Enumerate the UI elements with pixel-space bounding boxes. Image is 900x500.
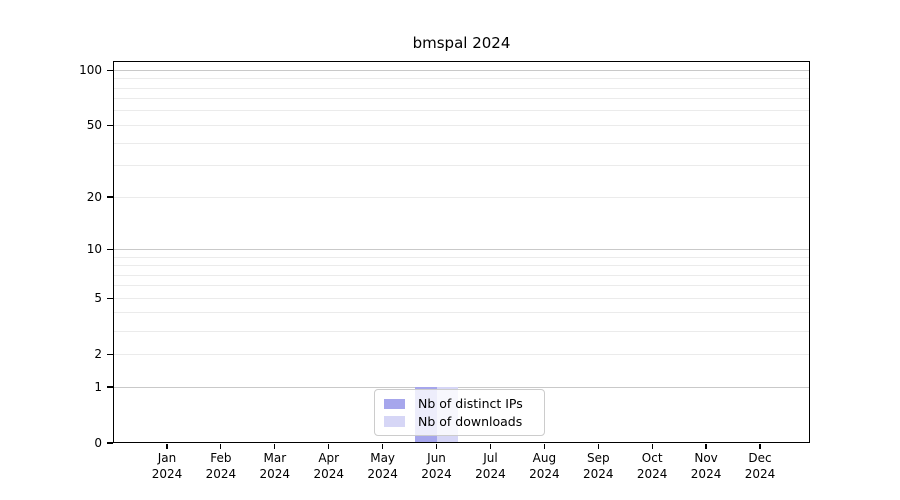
y-gridline [113, 87, 810, 89]
x-tick-label: Jul 2024 [475, 451, 506, 481]
x-tick-mark [220, 443, 222, 449]
x-tick-mark [328, 443, 330, 449]
y-gridline [113, 330, 810, 332]
legend: Nb of distinct IPs Nb of downloads [374, 389, 545, 436]
x-tick-mark [166, 443, 168, 449]
y-gridline [113, 142, 810, 144]
y-tick-label: 1 [94, 380, 102, 394]
legend-item-downloads: Nb of downloads [384, 413, 535, 431]
legend-item-distinct-ips: Nb of distinct IPs [384, 395, 535, 413]
y-tick-label: 100 [79, 63, 102, 78]
x-tick-label: Aug 2024 [529, 451, 560, 481]
x-tick-mark [759, 443, 761, 449]
x-tick-mark [543, 443, 545, 449]
y-gridline [113, 196, 810, 198]
x-tick-mark [651, 443, 653, 449]
y-gridline [113, 274, 810, 276]
y-gridline [113, 353, 810, 355]
y-gridline [113, 285, 810, 287]
y-gridline [113, 265, 810, 266]
x-tick-mark [705, 443, 707, 449]
y-gridline [113, 256, 810, 258]
y-tick-mark [107, 386, 113, 388]
y-gridline [113, 69, 810, 71]
legend-swatch-downloads [384, 416, 405, 427]
y-gridline [113, 98, 810, 100]
chart-title: bmspal 2024 [412, 34, 511, 52]
x-tick-label: Mar 2024 [259, 451, 291, 481]
x-tick-mark [274, 443, 276, 449]
y-tick-label: 20 [86, 190, 102, 205]
y-tick-label: 5 [94, 291, 102, 306]
x-tick-label: Jan 2024 [151, 451, 183, 481]
y-tick-mark [107, 353, 113, 355]
y-gridline [113, 312, 810, 314]
x-tick-mark [382, 443, 384, 449]
x-tick-label: Nov 2024 [690, 451, 722, 481]
y-tick-label: 0 [94, 436, 102, 450]
y-tick-mark [107, 442, 113, 444]
y-tick-label: 2 [94, 347, 102, 362]
y-tick-mark [107, 196, 113, 198]
legend-label-downloads: Nb of downloads [418, 413, 523, 429]
legend-label-distinct-ips: Nb of distinct IPs [418, 396, 523, 412]
x-tick-label: Apr 2024 [313, 451, 344, 481]
x-tick-label: Sep 2024 [582, 451, 614, 481]
x-tick-label: Jun 2024 [421, 451, 452, 481]
x-tick-label: Feb 2024 [205, 451, 237, 481]
x-tick-label: Oct 2024 [636, 451, 668, 481]
legend-swatch-distinct-ips [384, 398, 405, 409]
y-gridline [113, 110, 810, 112]
y-gridline [113, 124, 810, 126]
y-tick-mark [107, 69, 113, 71]
y-tick-mark [107, 248, 113, 250]
x-tick-label: May 2024 [367, 451, 398, 481]
x-tick-mark [489, 443, 492, 449]
y-tick-mark [107, 297, 113, 299]
y-gridline [113, 386, 810, 388]
y-gridline [113, 78, 810, 80]
y-gridline [113, 248, 810, 250]
y-tick-label: 50 [86, 118, 102, 133]
y-tick-mark [107, 124, 113, 126]
x-tick-mark [435, 443, 438, 449]
x-tick-label: Dec 2024 [744, 451, 776, 481]
y-gridline [113, 297, 810, 299]
x-tick-mark [597, 443, 599, 449]
y-tick-label: 10 [86, 242, 102, 257]
y-gridline [113, 165, 810, 167]
